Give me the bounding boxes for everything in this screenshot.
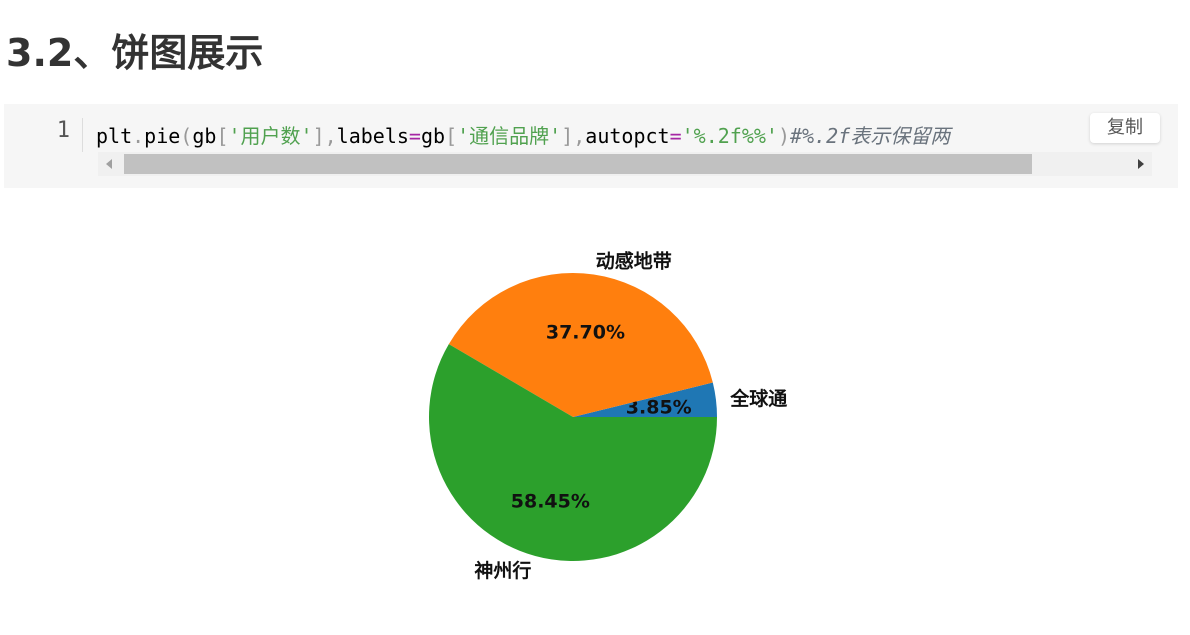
slice-category-label: 动感地带 <box>596 249 672 272</box>
scroll-right-arrow-icon[interactable] <box>1138 159 1144 169</box>
code-token: plt <box>96 124 133 148</box>
scroll-left-arrow-icon[interactable] <box>106 159 112 169</box>
code-token: . <box>132 124 145 148</box>
scrollbar-thumb[interactable] <box>124 154 1032 174</box>
slice-percent-label: 58.45% <box>511 490 590 512</box>
code-token: gb <box>420 124 446 148</box>
slice-category-label: 全球通 <box>729 387 788 410</box>
code-token: [ <box>216 124 229 148</box>
horizontal-scrollbar[interactable] <box>98 152 1152 176</box>
code-token: '用户数' <box>228 124 313 148</box>
pie-slice <box>448 273 713 417</box>
code-token: autopct <box>585 124 670 148</box>
slice-percent-label: 37.70% <box>546 322 625 344</box>
pie-chart-output: 3.85% 全球通 37.70% 动感地带 58.45% 神州行 <box>0 190 1190 635</box>
code-token: labels <box>336 124 409 148</box>
code-block: 1 plt.pie(gb['用户数'],labels=gb['通信品牌'],au… <box>4 104 1178 188</box>
code-token: = <box>408 124 421 148</box>
code-token: '通信品牌' <box>457 124 562 148</box>
pie-slice <box>573 382 717 417</box>
code-token: '%.2f%%' <box>681 124 778 148</box>
code-token: #%.2f表示保留两 <box>790 124 951 148</box>
code-token: = <box>669 124 682 148</box>
line-number: 1 <box>56 118 70 143</box>
slice-percent-label: 3.85% <box>626 397 692 419</box>
code-line: plt.pie(gb['用户数'],labels=gb['通信品牌'],auto… <box>96 120 1096 154</box>
code-token: pie <box>144 124 181 148</box>
pie-slice <box>429 344 717 562</box>
line-number-gutter: 1 <box>4 118 83 152</box>
code-token: ], <box>312 124 337 148</box>
code-token: gb <box>192 124 217 148</box>
code-token: ], <box>561 124 586 148</box>
slice-category-label: 神州行 <box>474 559 531 582</box>
code-token: ) <box>777 124 791 148</box>
copy-button[interactable]: 复制 <box>1090 113 1160 143</box>
code-token: ( <box>180 124 193 148</box>
section-heading: 3.2、饼图展示 <box>6 31 264 75</box>
code-token: [ <box>445 124 458 148</box>
pie-chart-svg: 3.85% 全球通 37.70% 动感地带 58.45% 神州行 <box>429 249 788 582</box>
